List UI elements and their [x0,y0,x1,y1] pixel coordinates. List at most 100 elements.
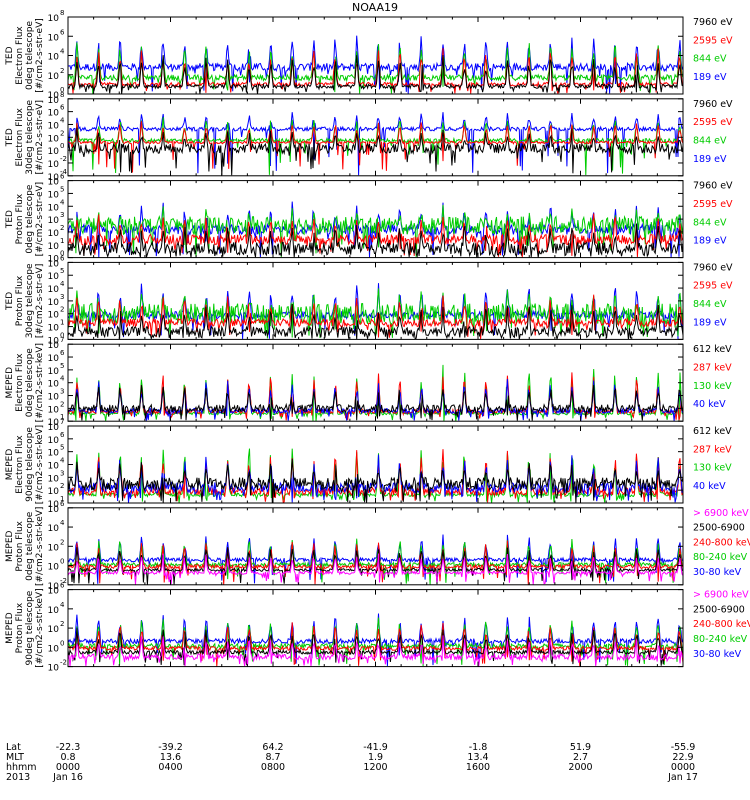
y-tick-label: 10 [48,216,60,226]
y-tick-label: 10 [48,324,60,334]
y-axis-label-line: 90deg telescope [25,590,35,665]
legend-entry: 844 eV [693,135,727,146]
series-trace-1 [68,204,683,258]
x-row-label: 2013 [6,772,30,783]
legend-entry: 189 eV [693,154,727,165]
legend-entry: 130 keV [693,463,732,474]
panel-ted-e-30-series [68,112,683,176]
x-tick-label: Jan 17 [667,772,698,783]
y-tick-label: 10 [48,524,60,534]
x-tick-label: -55.9 [671,742,696,753]
series-trace-2 [68,213,683,258]
y-tick-exponent: 4 [60,519,65,527]
y-tick-label: 10 [48,474,60,484]
x-tick-label: 0800 [261,762,285,773]
y-axis-label-line: Electron Flux [15,107,25,166]
series-trace-4 [68,635,683,667]
y-axis-label-line: 0deg telescope [25,184,35,254]
y-tick-exponent: 6 [60,254,65,262]
y-axis-label-line: Proton Flux [15,520,25,571]
y-axis-label: MEPEDElectron Flux0deg telescope[#/cm2-s… [5,343,45,422]
y-tick-label: 10 [48,134,60,144]
y-axis-label-line: [#/cm2-s-str-keV] [35,507,45,586]
legend-entry: 80-240 keV [693,634,748,645]
y-axis-label-line: 30deg telescope [25,99,35,174]
legend-entry: 240-800 keV [693,619,750,630]
y-tick-label: 10 [48,91,60,101]
y-tick-exponent: -2 [60,155,67,163]
x-tick-label: 22.9 [672,752,693,763]
x-tick-label: 8.7 [265,752,280,763]
y-tick-exponent: 4 [60,280,65,288]
y-tick-exponent: 3 [60,211,64,219]
x-tick-label: 0000 [56,762,80,773]
y-tick-label: 10 [48,380,60,390]
y-tick-exponent: 7 [60,336,64,344]
legend-entry: 30-80 keV [693,649,742,660]
legend-entry: 612 keV [693,344,732,355]
legend-entry: 189 eV [693,72,727,83]
y-tick-label: 10 [48,462,60,472]
y-tick-label: 10 [48,14,60,24]
x-tick-label: 51.9 [570,742,591,753]
y-tick-exponent: 5 [60,362,64,370]
x-tick-label: Jan 16 [52,772,83,783]
legend-entry: 7960 eV [693,181,733,192]
legend-entry: 30-80 keV [693,567,742,578]
y-tick-exponent: 4 [60,601,65,609]
y-tick-exponent: 8 [60,9,64,17]
y-axis-label: MEPEDElectron Flux90deg telescope[#/cm2-… [5,425,45,504]
y-axis-label-line: 0deg telescope [25,348,35,418]
y-axis-label-line: MEPED [5,449,15,481]
y-tick-label: 10 [48,436,60,446]
figure-title: NOAA19 [352,1,398,14]
x-tick-label: -1.8 [469,742,488,753]
legend-entry: 2595 eV [693,281,733,292]
y-tick-exponent: 1 [60,319,64,327]
y-tick-label: 10 [48,96,60,106]
x-tick-label: -39.2 [158,742,183,753]
legend-entry: 189 eV [693,236,727,247]
x-tick-label: 2000 [568,762,592,773]
legend-entry: 2595 eV [693,35,733,46]
series-trace-3 [68,458,683,503]
y-tick-exponent: 0 [60,639,64,647]
legend-entry: 2595 eV [693,117,733,128]
y-tick-label: 10 [48,173,60,183]
series-trace-3 [68,385,683,422]
legend-entry: 80-240 keV [693,552,748,563]
y-tick-exponent: 5 [60,444,64,452]
series-trace-0 [68,448,683,503]
series-trace-1 [68,617,683,667]
y-axis-label-line: 0deg telescope [25,21,35,91]
y-tick-exponent: 2 [60,620,64,628]
y-tick-exponent: 6 [60,104,65,112]
y-tick-label: 10 [48,543,60,553]
panel-ted-p-30-series [68,283,683,340]
y-tick-label: 10 [48,405,60,415]
y-tick-exponent: 4 [60,375,65,383]
panel-ted-p-0-series [68,201,683,258]
y-tick-exponent: 2 [60,306,64,314]
series-trace-1 [68,538,683,585]
y-tick-label: 10 [48,582,60,592]
legend-entry: 40 keV [693,399,726,410]
series-trace-1 [68,42,683,94]
y-tick-exponent: 6 [60,500,65,508]
y-axis-label-line: [#/cm2-s-str-eV] [35,264,45,339]
y-axis-label-line: TED [5,128,15,147]
y-axis-label-line: Electron Flux [15,435,25,494]
y-tick-label: 10 [48,423,60,433]
y-tick-label: 10 [48,109,60,119]
y-tick-label: 10 [48,242,60,252]
legend-entry: 2500-6900 [693,523,745,534]
legend-entry: > 6900 keV [693,508,749,519]
x-tick-label: 64.2 [262,742,283,753]
y-tick-label: 10 [48,311,60,321]
y-tick-exponent: -2 [60,577,67,585]
